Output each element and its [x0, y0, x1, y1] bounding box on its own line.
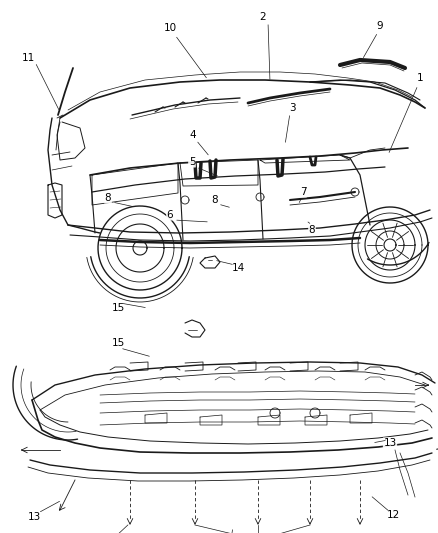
- Text: 2: 2: [260, 12, 266, 22]
- Text: 6: 6: [167, 210, 173, 220]
- Text: 3: 3: [289, 103, 295, 113]
- Text: 8: 8: [212, 195, 218, 205]
- Text: 15: 15: [111, 303, 125, 313]
- Text: 12: 12: [386, 510, 399, 520]
- Text: 4: 4: [190, 130, 196, 140]
- Text: 1: 1: [417, 73, 423, 83]
- Text: 8: 8: [309, 225, 315, 235]
- Text: 11: 11: [21, 53, 35, 63]
- Text: 9: 9: [377, 21, 383, 31]
- Text: 5: 5: [189, 157, 195, 167]
- Text: 8: 8: [105, 193, 111, 203]
- Text: 7: 7: [300, 187, 306, 197]
- Text: 15: 15: [111, 338, 125, 348]
- Text: 13: 13: [383, 438, 397, 448]
- Text: 14: 14: [231, 263, 245, 273]
- Text: 13: 13: [27, 512, 41, 522]
- Text: 10: 10: [163, 23, 177, 33]
